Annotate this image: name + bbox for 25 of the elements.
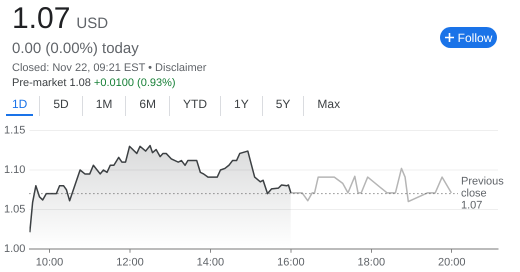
x-tick-label: 12:00 [116, 256, 144, 268]
text: +0.0100 (0.93%) [94, 77, 176, 89]
text: 5D [39, 96, 82, 116]
x-tick-label: 10:00 [36, 256, 64, 268]
y-tick-label: 1.15 [4, 124, 26, 137]
x-tick-label: 14:00 [196, 256, 224, 268]
x-tick-label: 18:00 [358, 256, 386, 268]
y-tick-label: 1.10 [4, 164, 26, 176]
x-tick-label: 16:00 [277, 256, 305, 268]
y-tick-label: 1.00 [4, 242, 26, 255]
x-tick-label: 20:00 [438, 256, 466, 268]
chart-title: 1.07 USD [12, 2, 108, 35]
text: Max [303, 96, 354, 116]
ref-line-label: Previous close 1.07 [461, 176, 504, 212]
text: 1Y [220, 96, 262, 116]
text: 6M [125, 96, 170, 116]
text: Follow [458, 30, 492, 44]
text: 1D [6, 96, 34, 116]
chart-subtitle: 0.00 (0.00%) today [12, 40, 139, 57]
text: Closed: Nov 22, 09:21 EST • Disclaimer [12, 62, 206, 74]
text: 1M [82, 96, 126, 116]
text: 5Y [262, 96, 304, 116]
text: YTD [169, 96, 220, 116]
text: Pre-market 1.08 [12, 77, 92, 89]
y-tick-label: 1.05 [4, 203, 26, 216]
